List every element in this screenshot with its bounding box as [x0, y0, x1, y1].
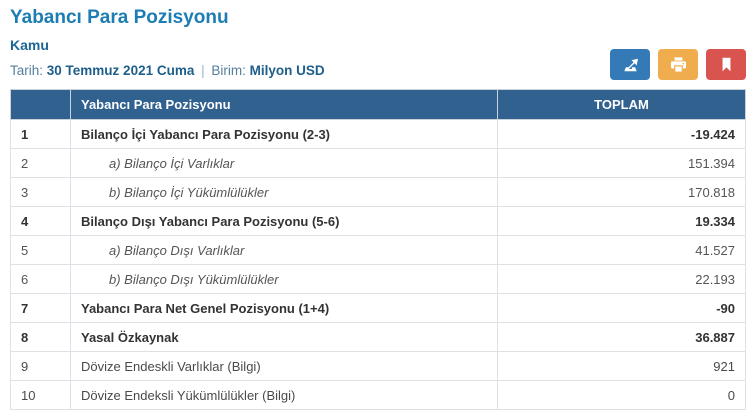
- printer-icon: [669, 55, 688, 74]
- row-number: 1: [10, 119, 71, 149]
- row-label: Bilanço İçi Yabancı Para Pozisyonu (2-3): [70, 119, 498, 149]
- row-number: 3: [10, 177, 71, 207]
- row-number: 7: [10, 293, 71, 323]
- row-value: 921: [497, 351, 746, 381]
- row-label: a) Bilanço İçi Varlıklar: [70, 148, 498, 178]
- row-value: 36.887: [497, 322, 746, 352]
- table-row: 6 b) Bilanço Dışı Yükümlülükler 22.193: [10, 264, 746, 294]
- row-value: 19.334: [497, 206, 746, 236]
- print-button[interactable]: [658, 49, 698, 80]
- header-no: [10, 89, 71, 120]
- row-value: 170.818: [497, 177, 746, 207]
- table-row: 1 Bilanço İçi Yabancı Para Pozisyonu (2-…: [10, 119, 746, 149]
- export-icon: [621, 55, 640, 74]
- row-number: 4: [10, 206, 71, 236]
- row-label: Bilanço Dışı Yabancı Para Pozisyonu (5-6…: [70, 206, 498, 236]
- toolbar: [610, 49, 746, 80]
- table-row: 8 Yasal Özkaynak 36.887: [10, 322, 746, 352]
- row-number: 6: [10, 264, 71, 294]
- row-label: a) Bilanço Dışı Varlıklar: [70, 235, 498, 265]
- row-value: 0: [497, 380, 746, 410]
- meta-line: Tarih: 30 Temmuz 2021 Cuma | Birim: Mily…: [10, 62, 745, 80]
- row-number: 5: [10, 235, 71, 265]
- table-row: 3 b) Bilanço İçi Yükümlülükler 170.818: [10, 177, 746, 207]
- date-label: Tarih:: [10, 63, 44, 78]
- row-label: b) Bilanço Dışı Yükümlülükler: [70, 264, 498, 294]
- row-value: -90: [497, 293, 746, 323]
- table-row: 5 a) Bilanço Dışı Varlıklar 41.527: [10, 235, 746, 265]
- subtitle-kamu: Kamu: [10, 37, 49, 53]
- table-row: 9 Dövize Endeskli Varlıklar (Bilgi) 921: [10, 351, 746, 381]
- row-value: 41.527: [497, 235, 746, 265]
- row-number: 9: [10, 351, 71, 381]
- bookmark-icon: [717, 55, 736, 74]
- header-toplam: TOPLAM: [497, 89, 746, 120]
- unit-value: Milyon USD: [249, 63, 325, 78]
- row-label: Yasal Özkaynak: [70, 322, 498, 352]
- row-label: Yabancı Para Net Genel Pozisyonu (1+4): [70, 293, 498, 323]
- row-number: 10: [10, 380, 71, 410]
- row-number: 2: [10, 148, 71, 178]
- export-button[interactable]: [610, 49, 650, 80]
- row-value: 22.193: [497, 264, 746, 294]
- row-label: Dövize Endeksli Yükümlülükler (Bilgi): [70, 380, 498, 410]
- meta-separator: |: [201, 63, 205, 78]
- row-label: Dövize Endeskli Varlıklar (Bilgi): [70, 351, 498, 381]
- table-row: 10 Dövize Endeksli Yükümlülükler (Bilgi)…: [10, 380, 746, 410]
- row-value: -19.424: [497, 119, 746, 149]
- header-label: Yabancı Para Pozisyonu: [70, 89, 498, 120]
- page-title: Yabancı Para Pozisyonu: [10, 7, 229, 28]
- table-row: 4 Bilanço Dışı Yabancı Para Pozisyonu (5…: [10, 206, 746, 236]
- bookmark-button[interactable]: [706, 49, 746, 80]
- row-label: b) Bilanço İçi Yükümlülükler: [70, 177, 498, 207]
- fx-position-table: Yabancı Para Pozisyonu TOPLAM 1 Bilanço …: [10, 89, 746, 410]
- table-header-row: Yabancı Para Pozisyonu TOPLAM: [10, 89, 746, 120]
- date-value: 30 Temmuz 2021 Cuma: [46, 63, 195, 78]
- table-row: 2 a) Bilanço İçi Varlıklar 151.394: [10, 148, 746, 178]
- row-value: 151.394: [497, 148, 746, 178]
- unit-label: Birim:: [211, 63, 246, 78]
- table-row: 7 Yabancı Para Net Genel Pozisyonu (1+4)…: [10, 293, 746, 323]
- row-number: 8: [10, 322, 71, 352]
